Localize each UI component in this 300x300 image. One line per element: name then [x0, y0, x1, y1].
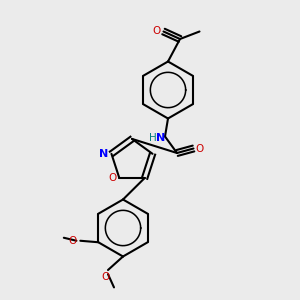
Text: O: O	[109, 173, 117, 183]
Text: O: O	[153, 26, 161, 37]
Text: O: O	[69, 236, 77, 246]
Text: H: H	[149, 133, 157, 143]
Text: O: O	[101, 272, 110, 282]
Text: N: N	[99, 149, 109, 159]
Text: N: N	[156, 133, 165, 143]
Text: O: O	[195, 143, 204, 154]
